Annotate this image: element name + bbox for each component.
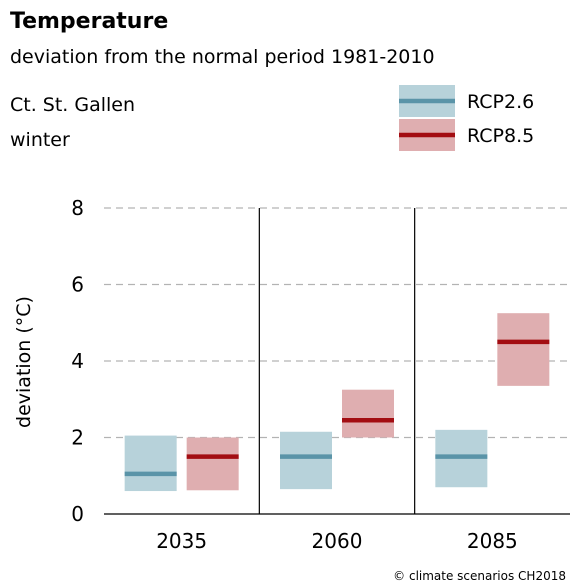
x-tick-label: 2085 xyxy=(467,529,518,553)
range-box-rcp26 xyxy=(124,435,177,492)
legend: RCP2.6 RCP8.5 xyxy=(399,85,534,151)
y-tick-label: 2 xyxy=(71,426,84,450)
y-tick-label: 8 xyxy=(71,196,84,220)
range-box-rcp85 xyxy=(342,389,394,438)
y-tick-label: 0 xyxy=(71,502,84,526)
range-box-rcp85 xyxy=(186,437,239,491)
y-tick-label: 4 xyxy=(71,349,84,373)
chart-subtitle: deviation from the normal period 1981-20… xyxy=(10,46,435,68)
range-box-rcp85 xyxy=(497,313,550,386)
plot-area: 0 2 4 6 8 2035 2060 2085 xyxy=(71,196,570,553)
chart-title: Temperature xyxy=(10,9,168,34)
season-label: winter xyxy=(10,129,70,151)
range-box-rcp26 xyxy=(280,431,332,490)
y-tick-label: 6 xyxy=(71,273,84,297)
credit: © climate scenarios CH2018 xyxy=(393,569,566,583)
legend-label: RCP8.5 xyxy=(467,125,534,147)
region-label: Ct. St. Gallen xyxy=(10,94,135,116)
x-tick-label: 2035 xyxy=(156,529,207,553)
legend-label: RCP2.6 xyxy=(467,91,534,113)
x-tick-label: 2060 xyxy=(312,529,363,553)
y-axis-label: deviation (°C) xyxy=(13,296,35,428)
